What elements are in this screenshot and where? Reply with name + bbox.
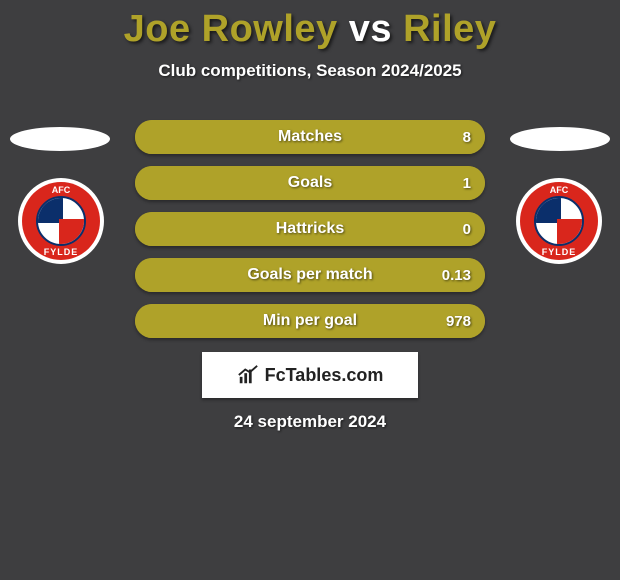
player2-name: Riley — [403, 8, 496, 50]
brand-text: FcTables.com — [265, 365, 384, 386]
stat-row: Matches8 — [135, 120, 485, 154]
stat-right-value: 0 — [463, 221, 471, 238]
stat-label: Matches — [135, 128, 485, 146]
stat-right-value: 978 — [446, 313, 471, 330]
brand-box: FcTables.com — [202, 352, 418, 398]
chart-icon — [237, 364, 259, 386]
stat-label: Goals per match — [135, 266, 485, 284]
stat-right-value: 0.13 — [442, 267, 471, 284]
stat-right-value: 1 — [463, 175, 471, 192]
vs-label: vs — [349, 8, 392, 50]
stat-label: Hattricks — [135, 220, 485, 238]
stat-row: Hattricks0 — [135, 212, 485, 246]
stat-row: Goals1 — [135, 166, 485, 200]
stat-right-value: 8 — [463, 129, 471, 146]
club-bottom-text: FYLDE — [22, 247, 100, 257]
stat-row: Goals per match0.13 — [135, 258, 485, 292]
club-top-text: AFC — [520, 185, 598, 195]
player2-avatar-placeholder — [510, 127, 610, 151]
player1-avatar-placeholder — [10, 127, 110, 151]
subtitle: Club competitions, Season 2024/2025 — [0, 61, 620, 81]
player1-name: Joe Rowley — [124, 8, 338, 50]
player1-club-badge: AFC FYLDE — [18, 178, 104, 264]
club-bottom-text: FYLDE — [520, 247, 598, 257]
stats-rows: Matches8Goals1Hattricks0Goals per match0… — [135, 120, 485, 350]
stat-label: Min per goal — [135, 312, 485, 330]
club-top-text: AFC — [22, 185, 100, 195]
stat-row: Min per goal978 — [135, 304, 485, 338]
player2-club-badge: AFC FYLDE — [516, 178, 602, 264]
comparison-title: Joe Rowley vs Riley — [0, 0, 620, 51]
date-text: 24 september 2024 — [0, 412, 620, 432]
stat-label: Goals — [135, 174, 485, 192]
